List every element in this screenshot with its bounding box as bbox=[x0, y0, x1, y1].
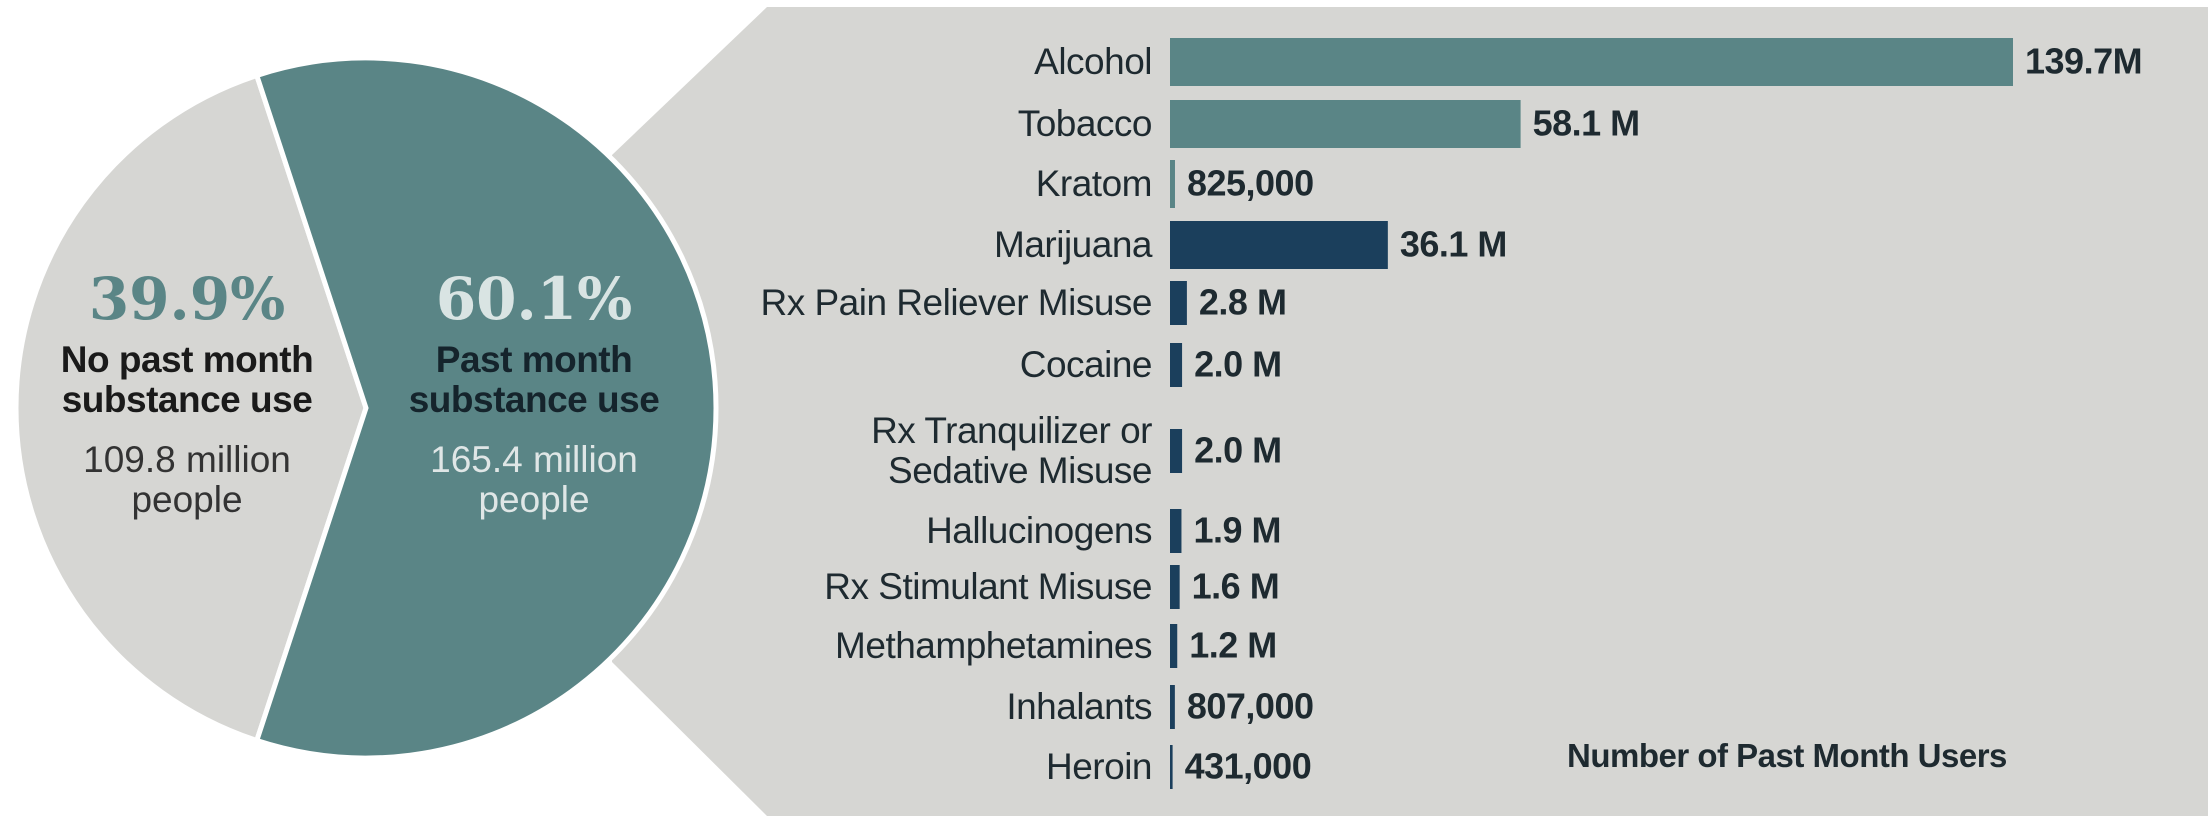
pie-percent: 60.1% bbox=[435, 265, 633, 333]
value-label: 2.8 M bbox=[1198, 281, 1287, 323]
value-label: 36.1 M bbox=[1399, 223, 1508, 265]
category-label: Rx Tranquilizer or Sedative Misuse bbox=[871, 410, 1152, 491]
category-label: Kratom bbox=[1035, 163, 1153, 205]
category-label: Methamphetamines bbox=[835, 625, 1152, 667]
bar bbox=[1170, 624, 1178, 668]
category-label: Cocaine bbox=[1019, 344, 1153, 386]
pie-label: No past month substance use bbox=[60, 339, 314, 420]
bar bbox=[1170, 429, 1183, 473]
value-label: 1.6 M bbox=[1191, 565, 1280, 607]
value-label: 807,000 bbox=[1186, 685, 1314, 727]
pie-slice bbox=[13, 72, 369, 744]
value-label: 139.7M bbox=[2025, 40, 2143, 82]
category-label: Rx Stimulant Misuse bbox=[824, 566, 1152, 608]
bar bbox=[1170, 38, 2013, 86]
bar bbox=[1170, 685, 1175, 729]
category-label: Rx Pain Reliever Misuse bbox=[760, 282, 1152, 324]
value-label: 431,000 bbox=[1184, 745, 1312, 787]
pie-sublabel: 109.8 million people bbox=[83, 439, 291, 520]
bar bbox=[1170, 281, 1187, 325]
category-label: Heroin bbox=[1046, 746, 1153, 788]
category-label: Hallucinogens bbox=[926, 510, 1152, 552]
category-label: Alcohol bbox=[1034, 41, 1152, 83]
bar bbox=[1170, 343, 1183, 387]
value-label: 1.9 M bbox=[1193, 509, 1281, 551]
bar bbox=[1170, 565, 1180, 609]
bar bbox=[1170, 509, 1182, 553]
bar bbox=[1170, 221, 1388, 269]
axis-title: Number of Past Month Users bbox=[1567, 737, 2007, 774]
value-label: 2.0 M bbox=[1194, 343, 1282, 385]
pie-slice bbox=[253, 55, 719, 761]
value-label: 825,000 bbox=[1186, 162, 1314, 204]
bar bbox=[1170, 745, 1173, 789]
pie-percent: 39.9% bbox=[88, 265, 286, 333]
pie-sublabel: 165.4 million people bbox=[430, 439, 638, 520]
category-label: Marijuana bbox=[994, 224, 1152, 266]
category-label: Tobacco bbox=[1017, 103, 1153, 145]
value-label: 1.2 M bbox=[1189, 624, 1277, 666]
bar bbox=[1170, 100, 1521, 148]
value-label: 58.1 M bbox=[1532, 102, 1641, 144]
panel bbox=[612, 7, 2208, 816]
value-label: 2.0 M bbox=[1194, 429, 1282, 471]
bar bbox=[1170, 160, 1175, 208]
pie-label: Past month substance use bbox=[408, 339, 660, 420]
category-label: Inhalants bbox=[1006, 686, 1152, 728]
